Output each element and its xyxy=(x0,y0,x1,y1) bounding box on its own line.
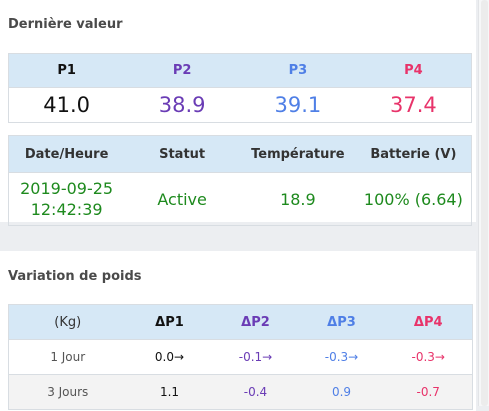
dp3-value: -0.3→ xyxy=(298,339,385,375)
dp3-value: 0.9 xyxy=(298,374,385,410)
value-p4: 37.4 xyxy=(355,87,472,123)
header-statut: Statut xyxy=(124,135,240,173)
batterie-value: 100% (6.64) xyxy=(355,172,472,226)
row-label: 3 Jours xyxy=(8,374,127,410)
date-value: 2019-09-25 xyxy=(20,179,114,198)
header-dp1: ΔP1 xyxy=(126,304,213,340)
latest-value-card: Dernière valeur P1 P2 P3 P4 41.0 38.9 39… xyxy=(0,0,476,226)
weights-header-row: P1 P2 P3 P4 xyxy=(8,53,472,88)
header-dp2: ΔP2 xyxy=(212,304,299,340)
header-p1: P1 xyxy=(8,53,125,88)
status-header-row: Date/Heure Statut Température Batterie (… xyxy=(8,135,472,173)
header-p4: P4 xyxy=(355,53,472,88)
header-datetime: Date/Heure xyxy=(8,135,125,173)
header-batterie: Batterie (V) xyxy=(355,135,472,173)
value-p3: 39.1 xyxy=(240,87,356,123)
header-unit: (Kg) xyxy=(8,304,127,340)
value-p2: 38.9 xyxy=(124,87,240,123)
temperature-value: 18.9 xyxy=(240,172,356,226)
status-table: Date/Heure Statut Température Batterie (… xyxy=(8,135,472,226)
weight-variation-table: (Kg) ΔP1 ΔP2 ΔP3 ΔP4 1 Jour 0.0→ -0.1→ -… xyxy=(8,304,473,410)
variation-header-row: (Kg) ΔP1 ΔP2 ΔP3 ΔP4 xyxy=(8,304,473,340)
latest-weights-table: P1 P2 P3 P4 41.0 38.9 39.1 37.4 xyxy=(8,53,472,123)
header-dp3: ΔP3 xyxy=(298,304,385,340)
time-value: 12:42:39 xyxy=(30,200,103,219)
header-temperature: Température xyxy=(240,135,356,173)
header-p3: P3 xyxy=(240,53,356,88)
scrollbar-thumb[interactable] xyxy=(481,0,488,406)
dp1-value: 0.0→ xyxy=(126,339,213,375)
latest-value-title: Dernière valeur xyxy=(8,17,123,32)
header-p2: P2 xyxy=(124,53,240,88)
weights-value-row: 41.0 38.9 39.1 37.4 xyxy=(8,87,472,123)
weight-variation-title: Variation de poids xyxy=(8,269,142,284)
value-p1: 41.0 xyxy=(8,87,125,123)
dp1-value: 1.1 xyxy=(126,374,213,410)
table-row: 3 Jours 1.1 -0.4 0.9 -0.7 xyxy=(8,374,473,410)
table-row: 1 Jour 0.0→ -0.1→ -0.3→ -0.3→ xyxy=(8,339,473,375)
status-value-row: 2019-09-25 12:42:39 Active 18.9 100% (6.… xyxy=(8,172,472,226)
statut-value: Active xyxy=(124,172,240,226)
row-label: 1 Jour xyxy=(8,339,127,375)
dp4-value: -0.7 xyxy=(384,374,473,410)
dp2-value: -0.1→ xyxy=(212,339,299,375)
dp2-value: -0.4 xyxy=(212,374,299,410)
header-dp4: ΔP4 xyxy=(384,304,473,340)
datetime-cell: 2019-09-25 12:42:39 xyxy=(8,172,125,226)
scrollbar[interactable] xyxy=(478,0,489,406)
dp4-value: -0.3→ xyxy=(384,339,473,375)
